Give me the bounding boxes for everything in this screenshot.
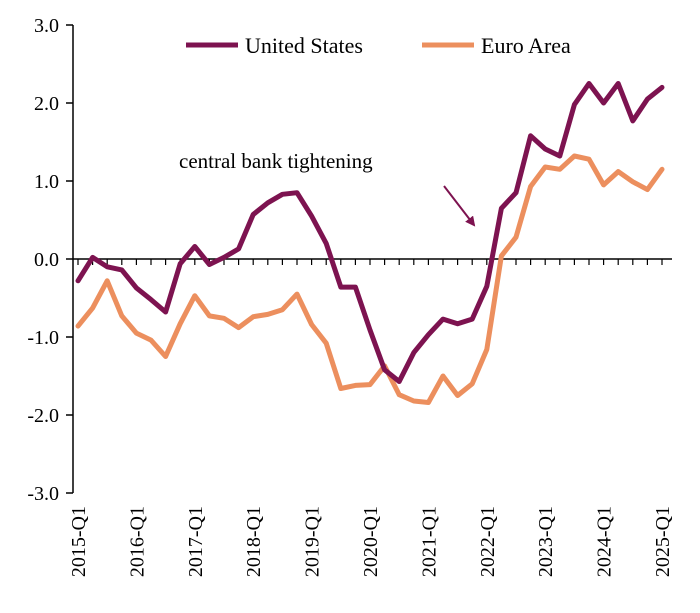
x-tick-label: 2016-Q1 xyxy=(126,506,148,577)
annotation: central bank tightening xyxy=(179,149,476,227)
legend: United States Euro Area xyxy=(186,33,571,58)
series-line-united-states xyxy=(75,81,665,384)
x-axis: 2015-Q1 2016-Q1 2017-Q1 2018-Q1 2019-Q1 2020-… xyxy=(68,258,674,577)
y-tick-label: 2.0 xyxy=(34,93,59,115)
x-tick-label: 2020-Q1 xyxy=(360,506,382,577)
x-tick-label: 2022-Q1 xyxy=(477,506,499,577)
annotation-arrow xyxy=(443,185,476,227)
legend-label-united-states: United States xyxy=(245,33,363,58)
y-tick-label: 3.0 xyxy=(34,15,59,37)
y-tick-label: 1.0 xyxy=(34,171,59,193)
x-tick-label: 2023-Q1 xyxy=(535,506,557,577)
x-tick-label: 2015-Q1 xyxy=(68,506,90,577)
x-tick-label: 2025-Q1 xyxy=(652,506,674,577)
y-tick-label: -2.0 xyxy=(27,405,59,427)
x-tick-label: 2021-Q1 xyxy=(418,506,440,577)
y-tick-label: -1.0 xyxy=(27,327,59,349)
legend-label-euro-area: Euro Area xyxy=(481,33,571,58)
x-tick-label: 2024-Q1 xyxy=(594,506,616,577)
x-ticks: 2015-Q1 2016-Q1 2017-Q1 2018-Q1 2019-Q1 2020-… xyxy=(68,259,674,577)
y-ticks: 3.0 2.0 1.0 0.0 -1.0 -2.0 -3.0 xyxy=(27,15,73,505)
annotation-label: central bank tightening xyxy=(179,149,373,173)
y-tick-label: -3.0 xyxy=(27,483,59,505)
y-axis: 3.0 2.0 1.0 0.0 -1.0 -2.0 -3.0 xyxy=(27,15,74,505)
y-tick-label: 0.0 xyxy=(34,249,59,271)
series-line-euro-area xyxy=(75,153,665,405)
x-tick-label: 2017-Q1 xyxy=(185,506,207,577)
x-tick-label: 2019-Q1 xyxy=(302,506,324,577)
x-tick-label: 2018-Q1 xyxy=(243,506,265,577)
series-layer xyxy=(75,81,665,405)
